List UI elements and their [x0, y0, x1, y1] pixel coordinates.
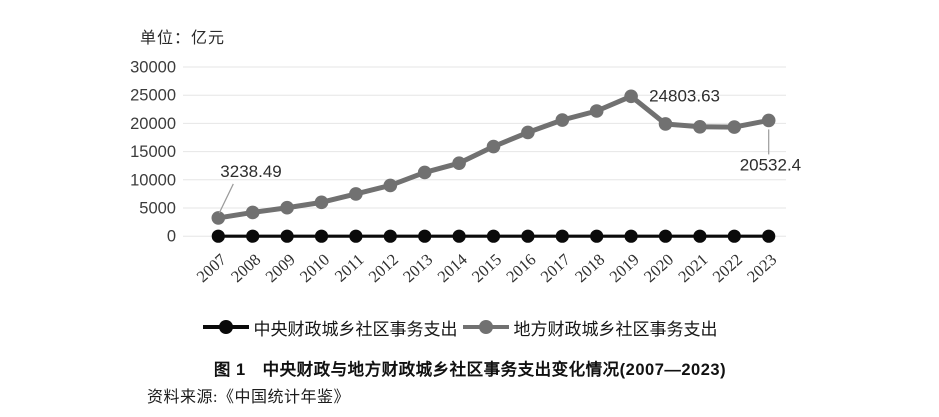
axis-unit-label: 单位：亿元: [140, 30, 226, 47]
data-point: [280, 200, 294, 215]
data-point: [521, 229, 535, 243]
figure-source: 资料来源:《中国统计年鉴》: [147, 389, 350, 406]
y-tick-label: 10000: [130, 171, 176, 189]
legend-item-local: 地方财政城乡社区事务支出: [462, 315, 718, 340]
data-point: [761, 113, 776, 128]
data-point: [280, 229, 294, 243]
data-point: [693, 119, 707, 134]
x-tick-label: 2016: [502, 250, 539, 286]
x-tick-label: 2013: [399, 250, 436, 286]
legend-label-central: 中央财政城乡社区事务支出: [253, 319, 458, 339]
data-point: [211, 211, 226, 225]
y-tick-label: 15000: [130, 143, 176, 161]
chart-legend: 中央财政城乡社区事务支出 地方财政城乡社区事务支出: [160, 314, 760, 340]
legend-item-central: 中央财政城乡社区事务支出: [202, 315, 458, 340]
data-point: [349, 187, 363, 201]
data-point: [590, 229, 604, 243]
x-tick-label: 2008: [227, 250, 264, 286]
x-tick-label: 2019: [606, 250, 643, 286]
data-point: [211, 229, 225, 243]
chart-canvas: 0500010000150002000025000300002007200820…: [130, 59, 801, 287]
data-point: [521, 125, 535, 140]
y-tick-label: 20000: [130, 115, 176, 133]
data-label: 20532.4: [740, 155, 801, 174]
data-label: 3238.49: [220, 162, 281, 181]
data-point: [349, 229, 363, 243]
x-tick-label: 2014: [434, 250, 471, 286]
x-tick-label: 2015: [468, 250, 505, 286]
data-point: [555, 229, 569, 243]
data-point: [727, 229, 741, 243]
legend-dot: [218, 320, 233, 334]
data-point: [727, 120, 742, 134]
data-label: 24803.63: [649, 86, 720, 105]
data-point: [555, 113, 570, 127]
x-tick-label: 2007: [193, 250, 230, 286]
data-point: [762, 229, 776, 243]
data-point: [314, 195, 329, 210]
y-tick-label: 0: [167, 228, 176, 246]
y-tick-label: 25000: [130, 87, 176, 105]
legend-line-dot-icon: [202, 320, 249, 334]
x-tick-label: 2009: [262, 250, 299, 286]
series-line-local: [217, 93, 770, 221]
data-point: [624, 229, 638, 243]
data-point: [383, 178, 398, 193]
data-point: [658, 229, 673, 243]
figure-caption: 图 1 中央财政与地方财政城乡社区事务支出变化情况(2007—2023): [213, 361, 727, 379]
data-point: [245, 205, 260, 220]
data-point: [418, 229, 432, 243]
x-tick-label: 2023: [743, 250, 780, 286]
data-point: [589, 104, 604, 118]
annotation-leader-line: [218, 183, 234, 214]
x-tick-label: 2010: [296, 250, 333, 286]
x-tick-label: 2011: [331, 250, 368, 286]
legend-dot: [478, 320, 493, 334]
data-point: [383, 229, 397, 243]
y-tick-label: 5000: [139, 200, 176, 218]
legend-line-dot-icon: [462, 320, 509, 334]
x-tick-label: 2020: [640, 250, 677, 286]
data-point: [246, 229, 260, 243]
data-point: [658, 117, 673, 131]
data-point: [452, 156, 466, 170]
y-tick-label: 30000: [130, 59, 176, 77]
data-point: [624, 89, 638, 104]
data-point: [486, 139, 501, 154]
x-tick-label: 2021: [674, 250, 711, 286]
x-tick-label: 2017: [537, 250, 574, 286]
x-tick-label: 2018: [571, 250, 608, 286]
data-point: [486, 229, 501, 243]
x-tick-label: 2022: [709, 250, 746, 286]
legend-label-local: 地方财政城乡社区事务支出: [513, 319, 718, 339]
data-point: [452, 229, 466, 243]
x-tick-label: 2012: [365, 250, 402, 286]
data-point: [314, 229, 329, 243]
data-point: [417, 165, 432, 180]
data-point: [693, 229, 707, 243]
